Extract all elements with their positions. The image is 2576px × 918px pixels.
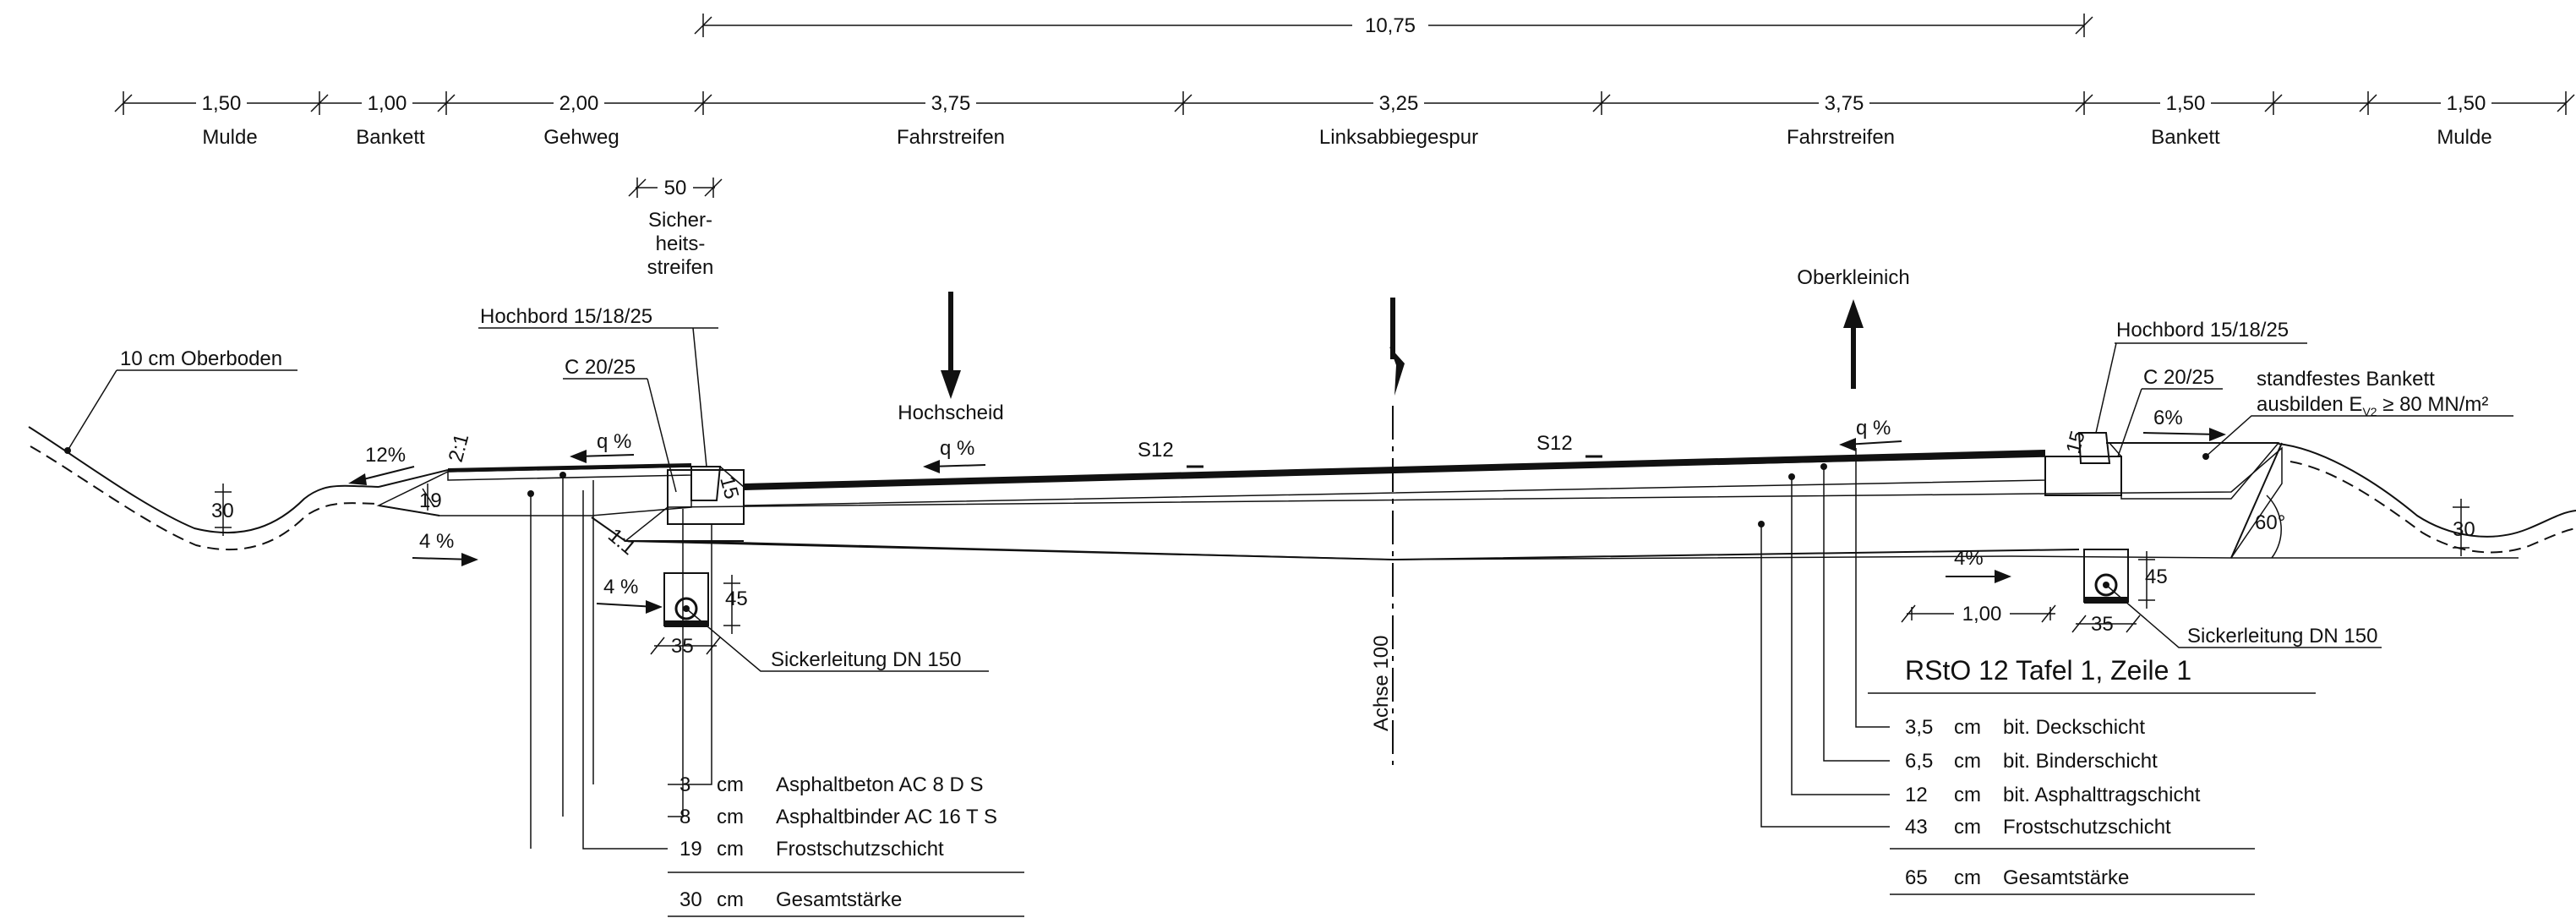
drain-pipe-left: Sickerleitung DN 150 [771, 648, 961, 671]
ditch-depth-left: 30 [211, 500, 234, 522]
layer-right-total-thickness: 65 [1905, 866, 1928, 889]
curb-label-right: Hochbord 15/18/25 [2116, 319, 2289, 342]
ground-line-left [28, 426, 379, 551]
direction-arrow-left: Hochscheid [898, 292, 1004, 424]
dim-label-mulde-left: Mulde [202, 126, 257, 149]
layer-right-1-thickness: 3,5 [1905, 716, 1933, 739]
layer-left-2-name: Asphaltbinder AC 16 T S [776, 806, 997, 828]
dim-label-gehweg: Gehweg [543, 126, 619, 149]
overall-dimension-value: 10,75 [1365, 14, 1416, 37]
right-annotations: Hochbord 15/18/25 C 20/25 standfestes Ba… [1901, 319, 2513, 648]
dim-value-mulde-left: 1,50 [202, 92, 242, 115]
ditch-depth-right: 30 [2453, 518, 2475, 541]
layer-left-2-thickness: 8 [679, 806, 690, 828]
center-axis: Achse 100 [1370, 406, 1394, 765]
slope-q-right: q % [1856, 417, 1891, 440]
shoulder-note-1: standfestes Bankett [2257, 368, 2435, 391]
drain-left [663, 572, 709, 627]
concrete-label-right: C 20/25 [2143, 366, 2214, 389]
carriageway [623, 446, 2283, 561]
subgrade-slope-right: 4% [1954, 547, 1984, 570]
curb-height-left: 15 [715, 474, 743, 502]
layer-left-3-thickness: 19 [679, 838, 702, 861]
topsoil-label: 10 cm Oberboden [120, 347, 282, 370]
layer-left-1-thickness: 3 [679, 773, 690, 796]
overall-dimension-line: 10,75 [694, 14, 2093, 37]
carriageway-annotations: q % S12 S12 q % [923, 417, 1902, 473]
layer-left-3-name: Frostschutzschicht [776, 838, 944, 861]
slope-q-sidewalk: q % [597, 430, 631, 453]
layer-right-total-name: Gesamtstärke [2003, 866, 2129, 889]
slope-shoulder-left: 12% [365, 444, 406, 467]
width-right: 1,00 [1962, 603, 2002, 626]
slope-subgrade-left: 4 % [419, 530, 454, 553]
slope-ratio-left: 2:1 [445, 431, 474, 464]
dim-value-mulde-right: 1,50 [2447, 92, 2486, 115]
drain-slope-left: 4 % [603, 576, 638, 598]
drain-width-right: 35 [2091, 613, 2114, 636]
drain-pipe-right: Sickerleitung DN 150 [2187, 625, 2377, 648]
layer-right-2-thickness: 6,5 [1905, 750, 1933, 773]
layer-table-right: RStO 12 Tafel 1, Zeile 1 3,5 cm bit. Dec… [1758, 448, 2316, 895]
axis-label: Achse 100 [1370, 636, 1393, 731]
layer-right-4-thickness: 43 [1905, 816, 1928, 839]
layer-left-total-unit: cm [717, 888, 744, 911]
dim-label-bankett-right: Bankett [2151, 126, 2220, 149]
layer-left-2-unit: cm [717, 806, 744, 828]
layer-right-total-unit: cm [1954, 866, 1981, 889]
safety-strip-line-1: Sicher- [648, 209, 712, 232]
layer-right-4-unit: cm [1954, 816, 1981, 839]
direction-arrow-right: Oberkleinich [1797, 266, 1910, 389]
ground-line-right [2278, 443, 2576, 554]
layer-left-total-name: Gesamtstärke [776, 888, 902, 911]
curb-left [667, 466, 745, 525]
layer-right-1-name: bit. Deckschicht [2003, 716, 2145, 739]
dim-label-fahrstreifen-left: Fahrstreifen [897, 126, 1005, 149]
curb-label-left: Hochbord 15/18/25 [480, 305, 652, 328]
dim-label-fahrstreifen-right: Fahrstreifen [1787, 126, 1895, 149]
layer-right-3-name: bit. Asphalttragschicht [2003, 784, 2201, 806]
dim-value-fahrstreifen-right: 3,75 [1825, 92, 1864, 115]
safety-strip-dimension: 50 Sicher- heits- streifen [628, 176, 723, 279]
dim-label-linksabbiegespur: Linksabbiegespur [1319, 126, 1478, 149]
layer-right-2-name: bit. Binderschicht [2003, 750, 2158, 773]
s12-left: S12 [1138, 439, 1174, 462]
dim-value-linksabbiegespur: 3,25 [1379, 92, 1419, 115]
layer-left-1-unit: cm [717, 773, 744, 796]
dim-value-bankett-left: 1,00 [368, 92, 407, 115]
slope-shoulder-right: 6% [2153, 407, 2183, 429]
s12-right: S12 [1536, 432, 1573, 455]
drain-depth-left: 45 [725, 587, 748, 610]
dim-value-gehweg: 2,00 [559, 92, 599, 115]
direction-label-oberkleinich: Oberkleinich [1797, 266, 1909, 289]
safety-strip-line-2: heits- [656, 232, 706, 255]
layer-table-right-title: RStO 12 Tafel 1, Zeile 1 [1905, 655, 2191, 686]
segment-dimension-line: 1,50 Mulde 1,00 Bankett 2,00 Gehweg 3,75… [114, 91, 2575, 149]
dim-value-bankett-right: 1,50 [2166, 92, 2206, 115]
layer-right-2-unit: cm [1954, 750, 1981, 773]
layer-right-3-unit: cm [1954, 784, 1981, 806]
layer-table-left: 3 cm Asphaltbeton AC 8 D S 8 cm Asphaltb… [527, 472, 1024, 917]
concrete-label-left: C 20/25 [565, 356, 636, 379]
direction-label-hochscheid: Hochscheid [898, 402, 1003, 424]
layer-right-4-name: Frostschutzschicht [2003, 816, 2171, 839]
dim-value-fahrstreifen-left: 3,75 [931, 92, 971, 115]
safety-strip-value: 50 [664, 177, 687, 199]
layer-left-3-unit: cm [717, 838, 744, 861]
slope-q-left: q % [940, 437, 974, 460]
dim-label-mulde-right: Mulde [2437, 126, 2491, 149]
layer-right-3-thickness: 12 [1905, 784, 1928, 806]
layer-left-1-name: Asphaltbeton AC 8 D S [776, 773, 983, 796]
left-annotations: 10 cm Oberboden Hochbord 15/18/25 C 20/2… [64, 305, 989, 672]
dim-label-bankett-left: Bankett [356, 126, 425, 149]
shoulder-note-2: ausbilden EV2 ≥ 80 MN/m² [2257, 393, 2488, 418]
drain-depth-right: 45 [2145, 566, 2168, 588]
angle-right: 60° [2255, 511, 2285, 534]
layer-right-1-unit: cm [1954, 716, 1981, 739]
layer-left-total-thickness: 30 [679, 888, 702, 911]
safety-strip-line-3: streifen [647, 256, 714, 279]
axis-symbol [1389, 298, 1405, 396]
